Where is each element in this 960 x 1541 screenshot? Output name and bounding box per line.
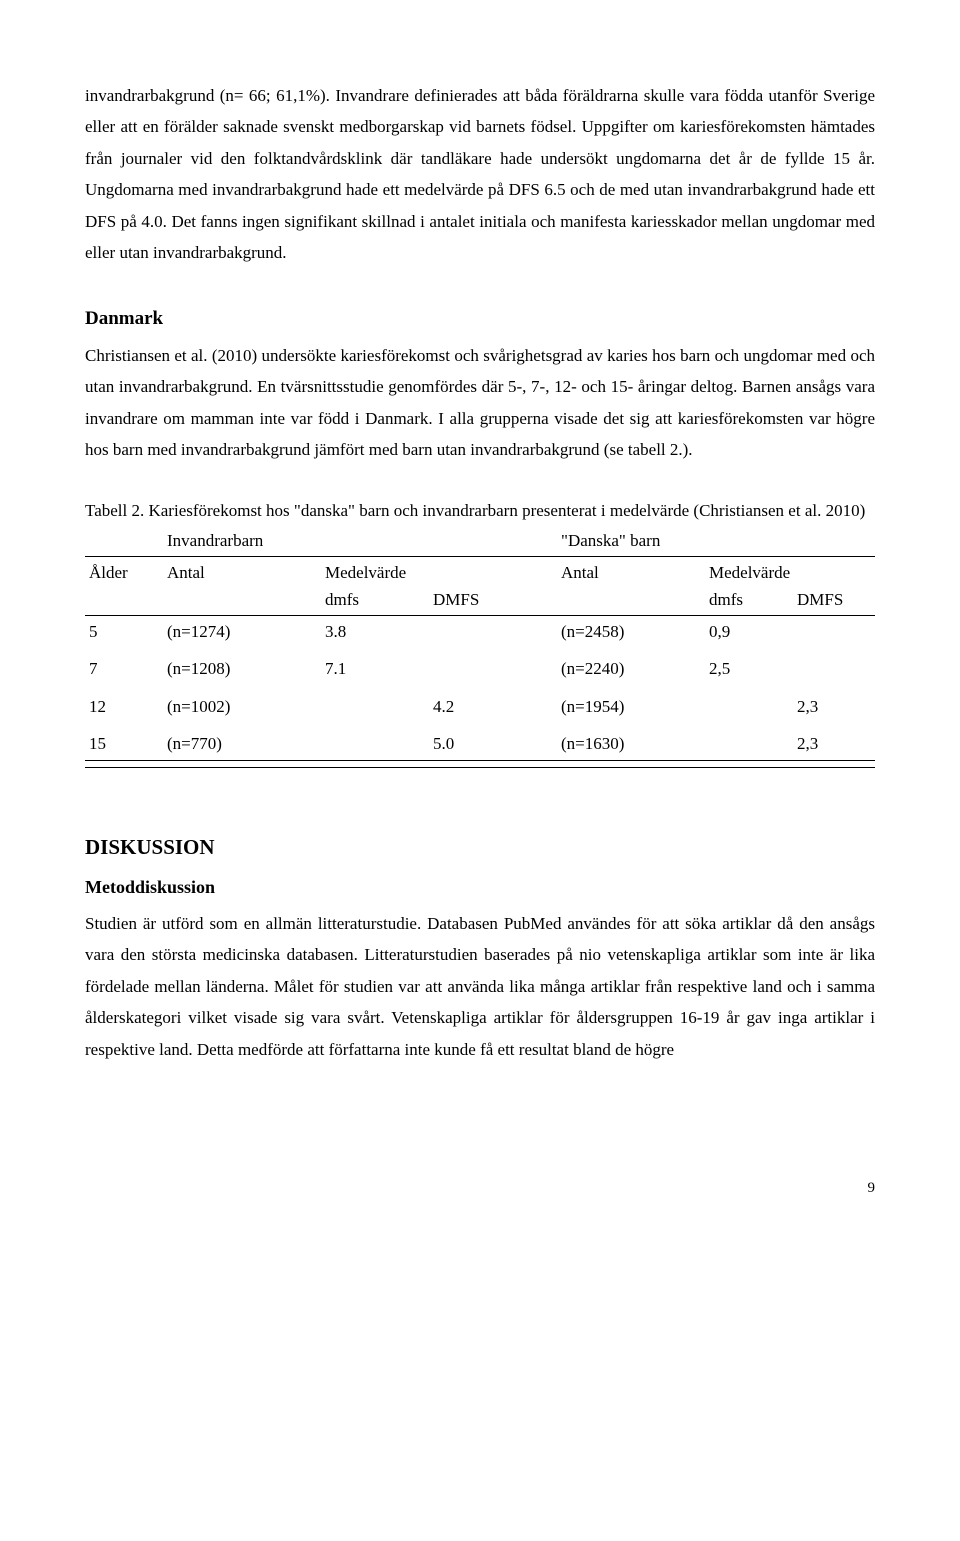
column-header-row: Ålder Antal Medelvärde Antal Medelvärde (85, 557, 875, 589)
page-number: 9 (85, 1175, 875, 1203)
paragraph-2: Christiansen et al. (2010) undersökte ka… (85, 340, 875, 466)
paragraph-1: invandrarbakgrund (n= 66; 61,1%). Invand… (85, 80, 875, 269)
table-row: 12 (n=1002) 4.2 (n=1954) 2,3 (85, 691, 875, 722)
col-alder: Ålder (85, 557, 163, 589)
group-danish: "Danska" barn (557, 525, 705, 557)
col-dmfs-dan: dmfs (705, 589, 793, 616)
table-row: 5 (n=1274) 3.8 (n=2458) 0,9 (85, 615, 875, 647)
table-2: Invandrarbarn "Danska" barn Ålder Antal … (85, 525, 875, 768)
column-subheader-row: dmfs DMFS dmfs DMFS (85, 589, 875, 616)
col-DMFS-dan: DMFS (793, 589, 875, 616)
col-antal-imm: Antal (163, 557, 321, 589)
col-DMFS-imm: DMFS (429, 589, 557, 616)
table-caption: Tabell 2. Kariesförekomst hos "danska" b… (85, 498, 875, 524)
col-antal-dan: Antal (557, 557, 705, 589)
col-dmfs-imm: dmfs (321, 589, 429, 616)
heading-metod: Metoddiskussion (85, 871, 875, 904)
heading-diskussion: DISKUSSION (85, 828, 875, 867)
table-row: 15 (n=770) 5.0 (n=1630) 2,3 (85, 728, 875, 760)
heading-danmark: Danmark (85, 301, 875, 336)
group-header-row: Invandrarbarn "Danska" barn (85, 525, 875, 557)
col-medel-imm: Medelvärde (321, 557, 557, 589)
paragraph-3: Studien är utförd som en allmän litterat… (85, 908, 875, 1065)
table-row: 7 (n=1208) 7.1 (n=2240) 2,5 (85, 653, 875, 684)
col-medel-dan: Medelvärde (705, 557, 875, 589)
group-immigrant: Invandrarbarn (163, 525, 321, 557)
